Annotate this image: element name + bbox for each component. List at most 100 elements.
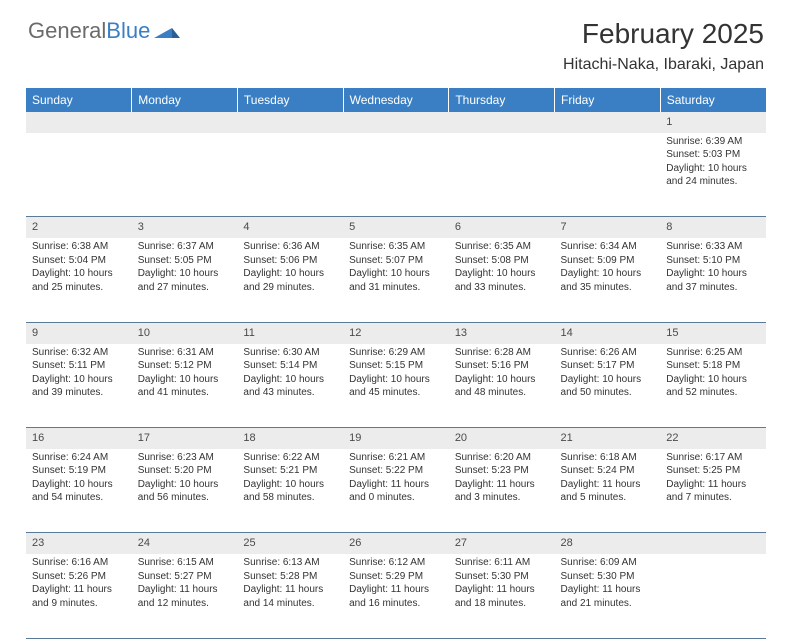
day-day1: Daylight: 10 hours bbox=[243, 373, 337, 387]
day-cell: Sunrise: 6:24 AMSunset: 5:19 PMDaylight:… bbox=[26, 449, 132, 533]
day-number: 9 bbox=[26, 322, 132, 343]
day-day2: and 3 minutes. bbox=[455, 491, 549, 505]
day-sunrise: Sunrise: 6:35 AM bbox=[455, 240, 549, 254]
day-day1: Daylight: 10 hours bbox=[561, 373, 655, 387]
day-number: 15 bbox=[660, 322, 766, 343]
day-cell: Sunrise: 6:33 AMSunset: 5:10 PMDaylight:… bbox=[660, 238, 766, 322]
day-cell-body: Sunrise: 6:28 AMSunset: 5:16 PMDaylight:… bbox=[449, 344, 555, 404]
day-number: 4 bbox=[237, 217, 343, 238]
day-cell-body: Sunrise: 6:33 AMSunset: 5:10 PMDaylight:… bbox=[660, 238, 766, 298]
day-number bbox=[555, 112, 661, 133]
day-day1: Daylight: 11 hours bbox=[455, 478, 549, 492]
day-sunset: Sunset: 5:06 PM bbox=[243, 254, 337, 268]
day-sunrise: Sunrise: 6:36 AM bbox=[243, 240, 337, 254]
day-cell bbox=[26, 133, 132, 217]
day-cell-body: Sunrise: 6:29 AMSunset: 5:15 PMDaylight:… bbox=[343, 344, 449, 404]
title-block: February 2025 Hitachi-Naka, Ibaraki, Jap… bbox=[563, 18, 764, 74]
day-day1: Daylight: 10 hours bbox=[243, 267, 337, 281]
day-number: 8 bbox=[660, 217, 766, 238]
day-number: 19 bbox=[343, 428, 449, 449]
day-sunset: Sunset: 5:08 PM bbox=[455, 254, 549, 268]
day-cell-body: Sunrise: 6:39 AMSunset: 5:03 PMDaylight:… bbox=[660, 133, 766, 193]
weekday-header: Sunday bbox=[26, 88, 132, 112]
day-sunset: Sunset: 5:18 PM bbox=[666, 359, 760, 373]
day-cell-body: Sunrise: 6:35 AMSunset: 5:07 PMDaylight:… bbox=[343, 238, 449, 298]
day-cell bbox=[449, 133, 555, 217]
day-sunset: Sunset: 5:21 PM bbox=[243, 464, 337, 478]
day-sunset: Sunset: 5:17 PM bbox=[561, 359, 655, 373]
day-cell-body: Sunrise: 6:11 AMSunset: 5:30 PMDaylight:… bbox=[449, 554, 555, 614]
day-day1: Daylight: 10 hours bbox=[666, 373, 760, 387]
day-cell-body: Sunrise: 6:31 AMSunset: 5:12 PMDaylight:… bbox=[132, 344, 238, 404]
day-day2: and 9 minutes. bbox=[32, 597, 126, 611]
day-day1: Daylight: 11 hours bbox=[138, 583, 232, 597]
day-day2: and 37 minutes. bbox=[666, 281, 760, 295]
day-number: 24 bbox=[132, 533, 238, 554]
day-day2: and 16 minutes. bbox=[349, 597, 443, 611]
day-sunrise: Sunrise: 6:32 AM bbox=[32, 346, 126, 360]
day-sunset: Sunset: 5:03 PM bbox=[666, 148, 760, 162]
day-cell-body: Sunrise: 6:32 AMSunset: 5:11 PMDaylight:… bbox=[26, 344, 132, 404]
day-number bbox=[26, 112, 132, 133]
logo-text-blue: Blue bbox=[106, 18, 150, 44]
day-sunrise: Sunrise: 6:22 AM bbox=[243, 451, 337, 465]
day-day2: and 45 minutes. bbox=[349, 386, 443, 400]
day-day1: Daylight: 11 hours bbox=[32, 583, 126, 597]
day-sunset: Sunset: 5:11 PM bbox=[32, 359, 126, 373]
day-number: 14 bbox=[555, 322, 661, 343]
day-sunrise: Sunrise: 6:13 AM bbox=[243, 556, 337, 570]
day-cell-body: Sunrise: 6:37 AMSunset: 5:05 PMDaylight:… bbox=[132, 238, 238, 298]
day-day1: Daylight: 11 hours bbox=[561, 478, 655, 492]
day-content-row: Sunrise: 6:24 AMSunset: 5:19 PMDaylight:… bbox=[26, 449, 766, 533]
day-number: 5 bbox=[343, 217, 449, 238]
day-sunrise: Sunrise: 6:15 AM bbox=[138, 556, 232, 570]
day-number: 28 bbox=[555, 533, 661, 554]
day-sunset: Sunset: 5:04 PM bbox=[32, 254, 126, 268]
day-cell-body: Sunrise: 6:22 AMSunset: 5:21 PMDaylight:… bbox=[237, 449, 343, 509]
day-cell: Sunrise: 6:15 AMSunset: 5:27 PMDaylight:… bbox=[132, 554, 238, 638]
day-cell-body: Sunrise: 6:25 AMSunset: 5:18 PMDaylight:… bbox=[660, 344, 766, 404]
day-day2: and 56 minutes. bbox=[138, 491, 232, 505]
day-sunrise: Sunrise: 6:16 AM bbox=[32, 556, 126, 570]
day-sunset: Sunset: 5:27 PM bbox=[138, 570, 232, 584]
weekday-header: Saturday bbox=[660, 88, 766, 112]
day-day2: and 58 minutes. bbox=[243, 491, 337, 505]
day-number: 12 bbox=[343, 322, 449, 343]
day-day2: and 50 minutes. bbox=[561, 386, 655, 400]
weekday-header: Tuesday bbox=[237, 88, 343, 112]
day-sunset: Sunset: 5:15 PM bbox=[349, 359, 443, 373]
day-cell: Sunrise: 6:17 AMSunset: 5:25 PMDaylight:… bbox=[660, 449, 766, 533]
day-day1: Daylight: 10 hours bbox=[32, 478, 126, 492]
day-day1: Daylight: 11 hours bbox=[243, 583, 337, 597]
day-day2: and 21 minutes. bbox=[561, 597, 655, 611]
day-day1: Daylight: 10 hours bbox=[138, 478, 232, 492]
day-cell bbox=[343, 133, 449, 217]
day-cell bbox=[132, 133, 238, 217]
day-sunrise: Sunrise: 6:17 AM bbox=[666, 451, 760, 465]
day-cell: Sunrise: 6:29 AMSunset: 5:15 PMDaylight:… bbox=[343, 344, 449, 428]
day-number-row: 16171819202122 bbox=[26, 428, 766, 449]
weekday-header: Thursday bbox=[449, 88, 555, 112]
day-cell: Sunrise: 6:21 AMSunset: 5:22 PMDaylight:… bbox=[343, 449, 449, 533]
day-sunrise: Sunrise: 6:21 AM bbox=[349, 451, 443, 465]
day-number: 17 bbox=[132, 428, 238, 449]
day-day2: and 18 minutes. bbox=[455, 597, 549, 611]
day-cell: Sunrise: 6:35 AMSunset: 5:07 PMDaylight:… bbox=[343, 238, 449, 322]
day-sunset: Sunset: 5:09 PM bbox=[561, 254, 655, 268]
day-day1: Daylight: 10 hours bbox=[32, 267, 126, 281]
day-cell bbox=[555, 133, 661, 217]
day-number: 27 bbox=[449, 533, 555, 554]
day-sunset: Sunset: 5:07 PM bbox=[349, 254, 443, 268]
day-cell: Sunrise: 6:39 AMSunset: 5:03 PMDaylight:… bbox=[660, 133, 766, 217]
day-sunset: Sunset: 5:05 PM bbox=[138, 254, 232, 268]
day-content-row: Sunrise: 6:38 AMSunset: 5:04 PMDaylight:… bbox=[26, 238, 766, 322]
day-day2: and 7 minutes. bbox=[666, 491, 760, 505]
day-number: 1 bbox=[660, 112, 766, 133]
day-cell: Sunrise: 6:09 AMSunset: 5:30 PMDaylight:… bbox=[555, 554, 661, 638]
header: GeneralBlue February 2025 Hitachi-Naka, … bbox=[0, 0, 792, 80]
day-day1: Daylight: 10 hours bbox=[666, 267, 760, 281]
day-number-row: 1 bbox=[26, 112, 766, 133]
day-day2: and 48 minutes. bbox=[455, 386, 549, 400]
day-sunrise: Sunrise: 6:34 AM bbox=[561, 240, 655, 254]
day-day1: Daylight: 10 hours bbox=[32, 373, 126, 387]
